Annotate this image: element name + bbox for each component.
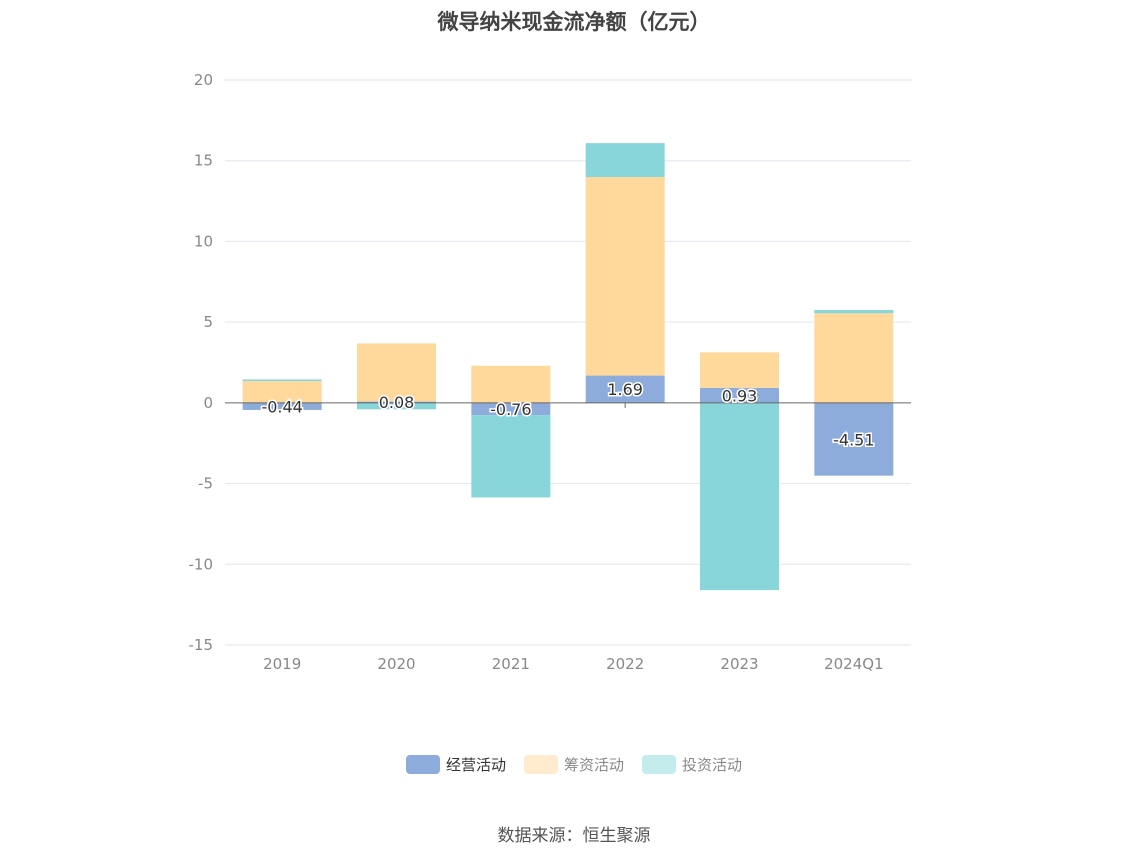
x-tick-label: 2024Q1 — [824, 655, 884, 673]
chart-title: 微导纳米现金流净额（亿元） — [437, 10, 711, 34]
legend-label-operating: 经营活动 — [445, 756, 506, 774]
bar-segment — [471, 415, 551, 498]
bar-segment — [814, 310, 894, 314]
legend-swatch-operating — [405, 755, 440, 774]
bar-segment — [471, 402, 551, 416]
y-tick-label: 15 — [194, 152, 213, 170]
x-tick-label: 2023 — [720, 655, 758, 673]
legend-item-operating[interactable]: 经营活动 — [405, 754, 506, 775]
data-label: -0.76 — [490, 400, 531, 419]
x-tick-label: 2022 — [606, 655, 644, 673]
bar-segment — [242, 381, 322, 403]
x-tick-label: 2020 — [377, 655, 415, 673]
bar-segment — [242, 379, 322, 382]
y-tick-label: -15 — [189, 636, 214, 654]
legend-item-financing[interactable]: 筹资活动 — [523, 754, 624, 775]
bar-segment — [471, 365, 551, 403]
y-tick-label: -5 — [198, 475, 213, 493]
x-tick-label: 2019 — [263, 655, 301, 673]
chart-legend: 经营活动 筹资活动 投资活动 — [0, 754, 1148, 775]
data-label: -0.44 — [261, 397, 302, 416]
y-tick-label: 0 — [203, 394, 213, 412]
bar-segment — [585, 143, 665, 178]
data-label: 1.69 — [607, 380, 643, 399]
legend-item-investing[interactable]: 投资活动 — [642, 754, 742, 775]
legend-label-investing: 投资活动 — [682, 756, 743, 774]
bar-segment — [700, 402, 779, 591]
bar-segment — [700, 352, 779, 388]
data-source: 数据来源：恒生聚源 — [497, 826, 651, 846]
data-label: 0.93 — [722, 386, 758, 405]
bar-segment — [700, 387, 779, 403]
legend-swatch-investing — [642, 755, 676, 774]
legend-label-financing: 筹资活动 — [563, 756, 624, 774]
bar-segment — [242, 402, 322, 410]
bar-segment — [814, 313, 894, 403]
bar-segment — [814, 402, 894, 476]
cash-flow-chart: 20 15 10 5 0 -5 -10 -15 2019 2020 2021 2022 2023 2024… — [189, 71, 911, 673]
y-tick-label: 10 — [194, 232, 213, 250]
bar-segment — [357, 401, 436, 403]
legend-swatch-financing — [523, 755, 558, 774]
y-tick-label: 5 — [203, 313, 213, 331]
data-label: 0.08 — [379, 393, 415, 412]
bar-segment — [357, 343, 436, 402]
data-label: -4.51 — [833, 430, 874, 449]
y-tick-label: 20 — [194, 71, 213, 89]
y-tick-label: -10 — [189, 555, 214, 573]
bar-segment — [357, 402, 436, 410]
bar-segment — [585, 375, 665, 403]
x-tick-label: 2021 — [492, 655, 530, 673]
bar-segment — [585, 177, 665, 376]
